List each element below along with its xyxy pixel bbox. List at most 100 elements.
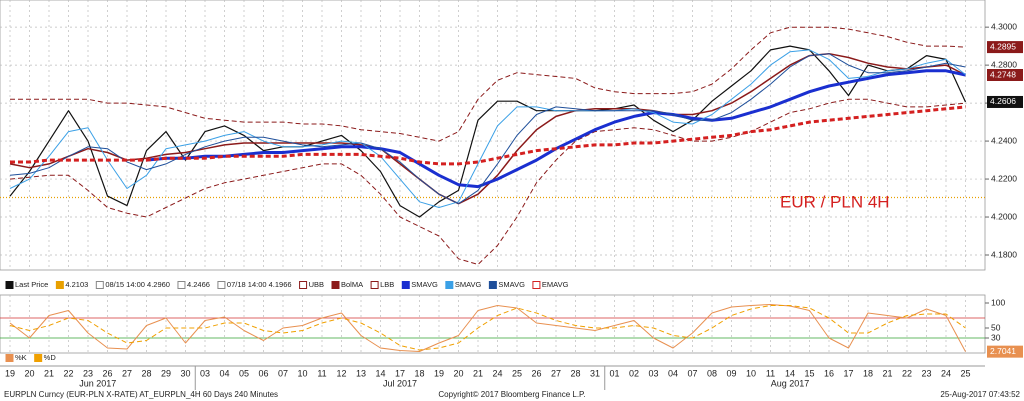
x-tick-label: 11 [317,368,326,378]
x-tick-label: 14 [785,368,795,378]
x-tick-label: 25 [960,368,970,378]
x-tick-label: 28 [141,368,151,378]
x-tick-label: 27 [122,368,132,378]
x-tick-label: 06 [258,368,268,378]
footer-left: EURPLN Curncy (EUR-PLN X-RATE) AT_EURPLN… [4,390,278,399]
x-tick-label: 05 [239,368,249,378]
value-label: 4.2748 [990,69,1016,79]
x-tick-label: 31 [590,368,600,378]
x-tick-label: 11 [766,368,775,378]
legend-swatch [299,281,308,289]
series-line [10,105,966,166]
x-tick-label: 09 [726,368,736,378]
series-line [9,49,966,208]
plot-area [0,294,986,354]
y-tick-label: 4.1800 [991,249,1017,259]
x-tick-label: 15 [804,368,814,378]
x-tick-label: 26 [102,368,112,378]
legend-swatch [488,281,497,289]
legend-label: LBB [380,280,394,289]
x-tick-label: 20 [453,368,463,378]
month-label: Jul 2017 [383,378,417,388]
x-tick-label: 25 [512,368,522,378]
y-tick-label: 4.2800 [991,59,1017,69]
x-tick-label: 03 [200,368,210,378]
series-line [9,304,966,352]
legend-label: SMAVG [498,280,525,289]
footer-center: Copyright© 2017 Bloomberg Finance L.P. [438,390,585,399]
series-line [9,53,966,205]
x-tick-label: 27 [551,368,561,378]
x-tick-label: 01 [609,368,619,378]
month-label: Jun 2017 [79,378,116,388]
legend-swatch [55,281,64,289]
legend-swatch [401,281,410,289]
x-tick-label: 17 [395,368,405,378]
x-tick-label: 17 [843,368,853,378]
x-tick-label: 24 [941,368,951,378]
legend-label: %K [15,353,27,362]
x-tick-label: 24 [492,368,502,378]
x-tick-label: 21 [473,368,483,378]
x-tick-label: 07 [278,368,288,378]
x-tick-label: 19 [5,368,15,378]
series-line [10,26,966,142]
x-tick-label: 04 [219,368,229,378]
x-tick-label: 04 [668,368,678,378]
x-tick-label: 21 [44,368,54,378]
legend-swatch [445,281,454,289]
legend-swatch [331,281,340,289]
legend-swatch [95,281,104,289]
series-line [9,45,967,218]
value-label: 4.2895 [990,41,1016,51]
x-tick-label: 13 [356,368,366,378]
x-tick-label: 10 [297,368,307,378]
legend-label: BolMA [341,280,363,289]
y-tick-label: 4.2400 [991,135,1017,145]
x-tick-label: 07 [687,368,697,378]
x-tick-label: 08 [707,368,717,378]
legend-swatch [5,354,14,362]
x-tick-label: 14 [375,368,385,378]
x-tick-label: 23 [921,368,931,378]
legend-label: SMAVG [455,280,482,289]
y-tick-label: 100 [991,297,1005,307]
x-tick-label: 16 [824,368,834,378]
legend-label: 07/18 14:00 4.1966 [227,280,292,289]
y-tick-label: 4.3000 [991,21,1017,31]
series-line [9,305,966,351]
value-label: 4.2606 [990,96,1016,106]
legend-swatch [217,281,226,289]
x-tick-label: 22 [63,368,73,378]
legend-label: %D [44,353,57,362]
y-tick-label: 4.2200 [991,173,1017,183]
legend-swatch [34,354,43,362]
value-label: 2.7041 [990,346,1016,356]
x-tick-label: 23 [83,368,93,378]
legend-label: 4.2466 [187,280,210,289]
value-label-box [987,95,1023,108]
legend-label: Last Price [15,280,48,289]
value-label-box [987,345,1023,358]
footer-right: 25-Aug-2017 07:43:52 [940,390,1020,399]
legend-swatch [5,281,14,289]
x-tick-label: 19 [434,368,444,378]
legend-label: 4.2103 [65,280,88,289]
y-tick-label: 50 [991,322,1001,332]
legend-swatch [532,281,541,289]
x-tick-label: 12 [336,368,346,378]
x-tick-label: 18 [863,368,873,378]
x-tick-label: 29 [161,368,171,378]
legend-label: SMAVG [411,280,438,289]
legend-swatch [177,281,186,289]
x-tick-label: 03 [648,368,658,378]
x-tick-label: 26 [531,368,541,378]
x-tick-label: 02 [629,368,639,378]
legend-swatch [370,281,379,289]
legend-label: UBB [309,280,324,289]
x-tick-label: 28 [570,368,580,378]
x-tick-label: 30 [180,368,190,378]
month-label: Aug 2017 [771,378,810,388]
